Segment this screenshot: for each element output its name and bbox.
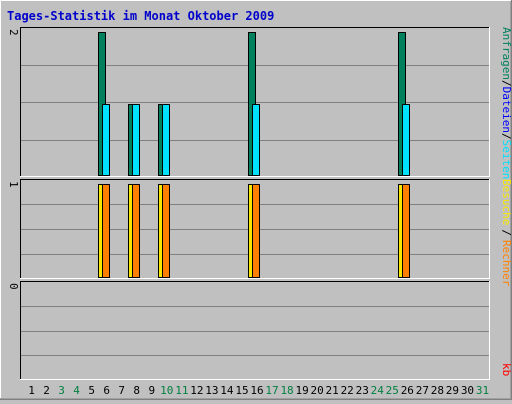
- legend-besuche: Besuche: [500, 179, 512, 225]
- y-max-label-requests: 2: [7, 29, 20, 36]
- legend-separator: /: [500, 80, 512, 87]
- bar-rechner-day-10: [162, 184, 170, 278]
- legend-bottom: kb: [500, 363, 512, 376]
- y-axis-labels: 2 1 0: [7, 29, 20, 290]
- x-tick-label-day-7: 7: [118, 384, 125, 397]
- legend-top-text: Anfragen/Dateien/Seiten: [500, 27, 512, 179]
- bar-rechner-day-16: [252, 184, 260, 278]
- x-tick-label-day-13: 13: [205, 384, 218, 397]
- legend-rechner: Rechner: [500, 240, 512, 287]
- bar-seiten-day-6: [102, 104, 110, 176]
- x-tick-label-day-5: 5: [88, 384, 95, 397]
- x-tick-label-day-10: 10: [160, 384, 173, 397]
- bar-seiten-day-16: [252, 104, 260, 176]
- x-tick-label-day-29: 29: [446, 384, 459, 397]
- x-tick-label-day-25: 25: [386, 384, 399, 397]
- x-tick-label-day-18: 18: [280, 384, 293, 397]
- legend-separator: /: [500, 133, 512, 140]
- legend-separator: /: [500, 229, 512, 236]
- x-tick-label-day-21: 21: [326, 384, 339, 397]
- legend-dateien: Dateien: [500, 87, 512, 133]
- x-tick-label-day-30: 30: [461, 384, 474, 397]
- y-max-label-kbytes: 0: [7, 283, 20, 290]
- x-tick-label-day-3: 3: [58, 384, 65, 397]
- x-tick-label-day-16: 16: [250, 384, 263, 397]
- x-tick-label-day-24: 24: [371, 384, 385, 397]
- x-tick-label-day-22: 22: [341, 384, 354, 397]
- legend-middle-text: Besuche / Rechner: [500, 179, 512, 287]
- x-tick-label-day-20: 20: [311, 384, 324, 397]
- x-tick-label-day-1: 1: [28, 384, 35, 397]
- x-axis-labels: 1 2 3 4 5 6 7 8 9 10 11 12 13 14 15 16 17 18 19 20 21 22 23 24 2…: [28, 384, 489, 397]
- x-tick-label-day-26: 26: [401, 384, 414, 397]
- bar-seiten-day-26: [402, 104, 410, 176]
- legend-kb: kb: [500, 363, 512, 376]
- x-tick-label-day-17: 17: [265, 384, 278, 397]
- x-tick-label-day-11: 11: [175, 384, 188, 397]
- bar-rechner-day-8: [132, 184, 140, 278]
- x-tick-label-day-14: 14: [220, 384, 234, 397]
- bar-seiten-day-10: [162, 104, 170, 176]
- x-tick-label-day-15: 15: [235, 384, 248, 397]
- bar-rechner-day-6: [102, 184, 110, 278]
- chart-title: Tages-Statistik im Monat Oktober 2009: [7, 9, 274, 23]
- bar-rechner-day-26: [402, 184, 410, 278]
- x-tick-label-day-19: 19: [295, 384, 308, 397]
- bar-seiten-day-8: [132, 104, 140, 176]
- x-tick-label-day-23: 23: [356, 384, 369, 397]
- chart-bars: [98, 32, 410, 278]
- x-tick-label-day-27: 27: [416, 384, 429, 397]
- x-tick-label-day-31: 31: [476, 384, 489, 397]
- x-tick-label-day-9: 9: [148, 384, 155, 397]
- x-tick-label-day-28: 28: [431, 384, 444, 397]
- legend-middle: Besuche / Rechner: [500, 179, 512, 287]
- legend-seiten: Seiten: [500, 140, 512, 180]
- x-tick-label-day-8: 8: [133, 384, 140, 397]
- legend-top: Anfragen/Dateien/Seiten: [500, 27, 512, 179]
- x-tick-label-day-2: 2: [43, 384, 50, 397]
- plot-area-kbytes: [20, 281, 490, 380]
- legend-anfragen: Anfragen: [500, 27, 512, 80]
- x-tick-label-day-4: 4: [73, 384, 80, 397]
- x-tick-label-day-6: 6: [103, 384, 110, 397]
- y-max-label-visits: 1: [7, 181, 20, 188]
- x-tick-label-day-12: 12: [190, 384, 203, 397]
